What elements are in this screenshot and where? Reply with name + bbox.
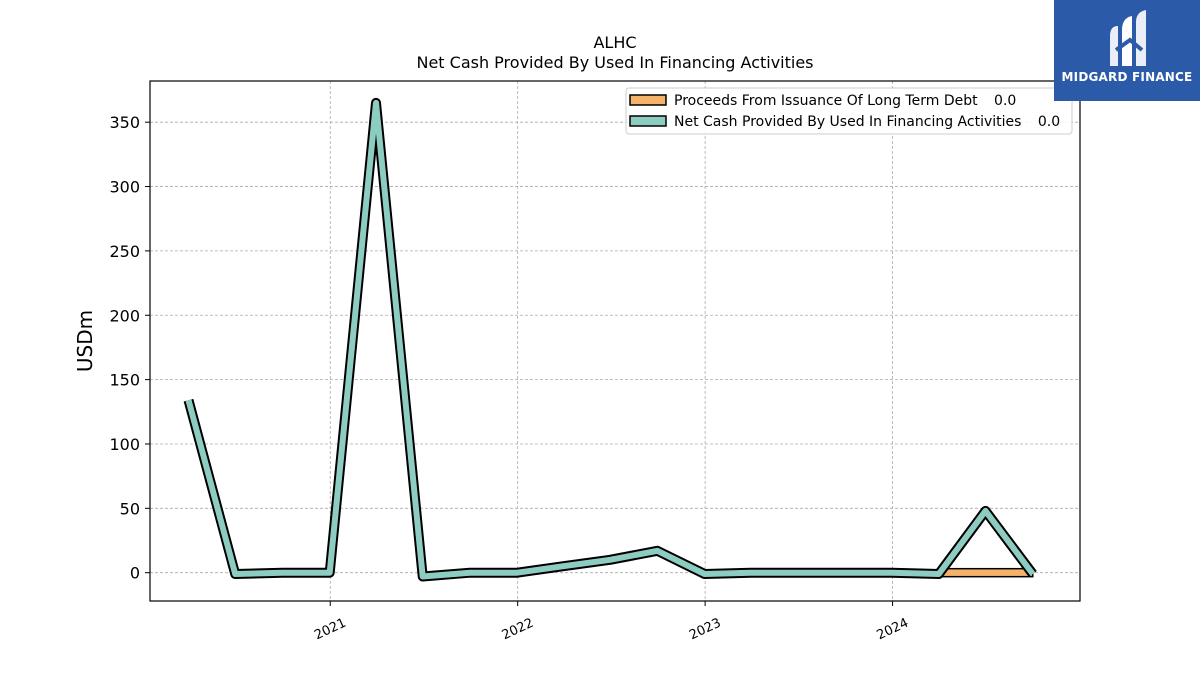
series-financing-line [185,99,1036,580]
series-financing-point [844,572,845,573]
chart-title-metric: Net Cash Provided By Used In Financing A… [416,53,813,72]
y-tick-label: 300 [109,178,140,197]
legend-swatch-financing [629,115,667,127]
x-tick-label: 2021 [312,616,348,644]
plot-frame [149,80,1081,602]
legend: Proceeds From Issuance Of Long Term Debt… [625,87,1073,135]
series-financing-point [282,572,283,573]
legend-debt-value: 0.0 [994,93,1016,109]
series-financing-point [610,559,611,560]
legend-label-debt: Proceeds From Issuance Of Long Term Debt… [674,93,1016,109]
series-financing-point [469,572,470,573]
series-layer [183,97,1037,582]
series-financing-point [985,510,986,511]
y-tick-label: 200 [109,306,140,325]
series-financing-point [750,572,751,573]
legend-swatch-debt [629,94,667,106]
legend-label-financing: Net Cash Provided By Used In Financing A… [674,114,1060,130]
brand-logo: MIDGARD FINANCE [1054,0,1200,101]
y-tick-label: 250 [109,242,140,261]
series-financing-point [517,572,518,573]
series-financing-point [329,572,330,573]
x-tick-label: 2023 [687,616,723,644]
series-financing-point [704,573,705,574]
series-financing-point [892,572,893,573]
series-financing-point [375,102,376,103]
brand-mark-icon [1110,10,1146,66]
legend-debt-name: Proceeds From Issuance Of Long Term Debt [674,93,978,109]
y-tick-label: 50 [120,499,140,518]
axis-layer: 0 50 100 150 200 250 300 350 2021 2022 2023 2024 [109,113,910,643]
x-tick-label: 2024 [875,616,911,644]
brand-name: MIDGARD FINANCE [1061,70,1193,84]
series-financing-point [235,573,236,574]
legend-financing-value: 0.0 [1038,114,1060,130]
chart-title-ticker: ALHC [593,33,636,52]
series-financing-point [563,566,564,567]
legend-financing-name: Net Cash Provided By Used In Financing A… [674,114,1021,130]
series-financing-point [188,400,189,401]
y-tick-label: 0 [130,564,140,583]
y-tick-label: 100 [109,435,140,454]
series-financing-outline [183,97,1037,582]
y-tick-label: 150 [109,371,140,390]
series-financing-point [422,576,423,577]
y-axis-label: USDm [73,310,97,372]
legend-box [625,87,1073,135]
series-debt-band [938,567,1034,578]
y-tick-label: 350 [109,113,140,132]
series-financing-point [657,550,658,551]
series-financing-point [938,573,939,574]
x-tick-label: 2022 [500,616,536,644]
grid-lines [150,81,1080,601]
series-financing-point [1032,573,1033,574]
series-financing-point [797,572,798,573]
